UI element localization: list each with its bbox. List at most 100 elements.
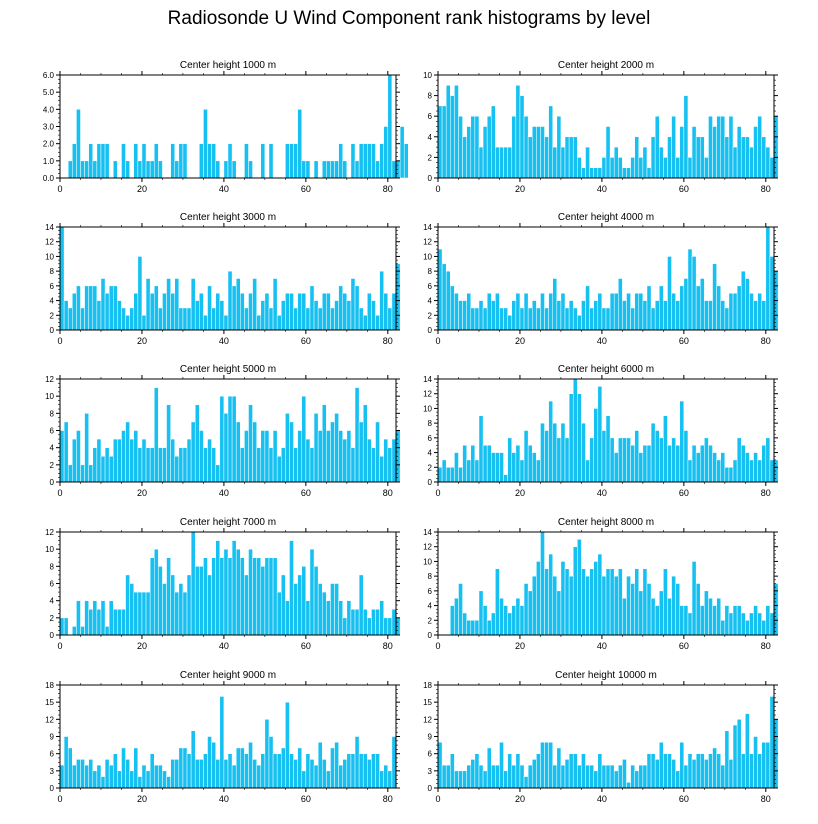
x-tick-label: 60 <box>301 794 311 804</box>
histogram-bar <box>121 609 126 636</box>
histogram-bar <box>379 456 384 483</box>
histogram-bar <box>634 568 640 636</box>
histogram-bar <box>334 583 339 636</box>
histogram-bar <box>244 307 249 331</box>
panel-title: Center height 8000 m <box>558 517 654 528</box>
histogram-bar <box>712 263 717 331</box>
histogram-bar <box>358 753 364 789</box>
histogram-bar <box>622 437 627 483</box>
y-tick-label: 10 <box>423 71 432 80</box>
histogram-bar <box>293 447 298 483</box>
histogram-bar <box>466 459 472 483</box>
histogram-bar <box>227 143 233 179</box>
histogram-bar <box>683 764 689 789</box>
histogram-bar <box>346 300 352 331</box>
histogram-bar <box>203 109 208 179</box>
histogram-bar <box>568 136 574 179</box>
histogram-bar <box>182 447 188 483</box>
histogram-bar <box>675 770 681 789</box>
histogram-bar <box>745 136 750 179</box>
y-tick-label: 0 <box>428 326 433 335</box>
histogram-bar <box>199 430 204 483</box>
histogram-bar <box>285 292 290 331</box>
histogram-bar <box>478 590 484 636</box>
y-tick-label: 10 <box>423 404 432 413</box>
histogram-bar <box>256 764 262 789</box>
y-tick-label: 4 <box>50 444 55 453</box>
histogram-bar <box>330 747 335 789</box>
histogram-bar <box>491 452 496 483</box>
histogram-bar <box>96 143 102 179</box>
histogram-bar <box>133 747 139 789</box>
histogram-bar <box>309 447 315 483</box>
histogram-bar <box>745 713 750 789</box>
histogram-bar <box>203 557 208 636</box>
panel-title: Center height 1000 m <box>180 60 276 71</box>
histogram-bar <box>338 764 343 789</box>
histogram-bar <box>350 609 356 636</box>
histogram-bar <box>174 456 180 483</box>
histogram-bar <box>186 307 192 331</box>
histogram-bar <box>76 109 81 179</box>
x-tick-label: 0 <box>435 336 440 346</box>
histogram-bar <box>462 136 467 179</box>
histogram-bar <box>515 753 521 789</box>
x-tick-label: 0 <box>57 184 62 194</box>
histogram-bar <box>199 292 204 331</box>
histogram-panel-7: Center height 7000 m 0 2 4 6 8 10 12 0 20 40 60 80 <box>45 517 401 651</box>
histogram-bar <box>121 430 126 483</box>
histogram-bar <box>84 600 89 636</box>
y-tick-label: 6 <box>428 434 433 443</box>
histogram-bar <box>609 292 615 331</box>
histogram-bar <box>646 167 652 179</box>
histogram-bar <box>638 292 644 331</box>
histogram-bar <box>72 764 77 789</box>
histogram-bar <box>577 393 582 483</box>
y-tick-label: 10 <box>45 392 54 401</box>
histogram-bar <box>121 307 126 331</box>
histogram-bar <box>597 386 603 483</box>
histogram-bar <box>650 422 656 483</box>
histogram-bar <box>470 759 476 789</box>
histogram-bar <box>544 430 549 483</box>
histogram-bar <box>536 307 541 331</box>
y-tick-label: 0 <box>50 784 55 793</box>
histogram-bar <box>367 759 372 789</box>
histogram-bar <box>531 126 537 179</box>
histogram-bar <box>536 753 541 789</box>
histogram-bar <box>634 770 640 789</box>
panel-title: Center height 9000 m <box>180 670 276 681</box>
histogram-bar <box>683 430 689 483</box>
histogram-bar <box>720 115 726 179</box>
histogram-bar <box>125 574 130 636</box>
histogram-bar <box>76 285 81 331</box>
histogram-bar <box>495 452 500 483</box>
histogram-bar <box>445 270 451 331</box>
histogram-bar <box>268 557 274 636</box>
histogram-bar <box>458 467 463 483</box>
histogram-bar <box>276 315 282 331</box>
histogram-bar <box>350 278 356 331</box>
histogram-bar <box>486 620 492 636</box>
histogram-bar <box>531 759 537 789</box>
histogram-bar <box>162 583 167 636</box>
histogram-bar <box>84 413 89 483</box>
histogram-bar <box>59 617 65 636</box>
histogram-bar <box>174 278 180 331</box>
histogram-bar <box>609 157 615 179</box>
histogram-bar <box>544 741 549 789</box>
x-tick-label: 20 <box>515 488 525 498</box>
histogram-bar <box>454 770 459 789</box>
histogram-bar <box>379 270 384 331</box>
histogram-bar <box>659 285 664 331</box>
histogram-bar <box>383 764 389 789</box>
histogram-bar <box>675 444 681 483</box>
histogram-bar <box>203 753 208 789</box>
histogram-bar <box>231 160 237 179</box>
x-tick-label: 60 <box>679 336 689 346</box>
histogram-bar <box>511 300 517 331</box>
histogram-bar <box>207 736 212 789</box>
histogram-bar <box>252 278 257 331</box>
histogram-bar <box>100 143 106 179</box>
histogram-bar <box>441 459 447 483</box>
